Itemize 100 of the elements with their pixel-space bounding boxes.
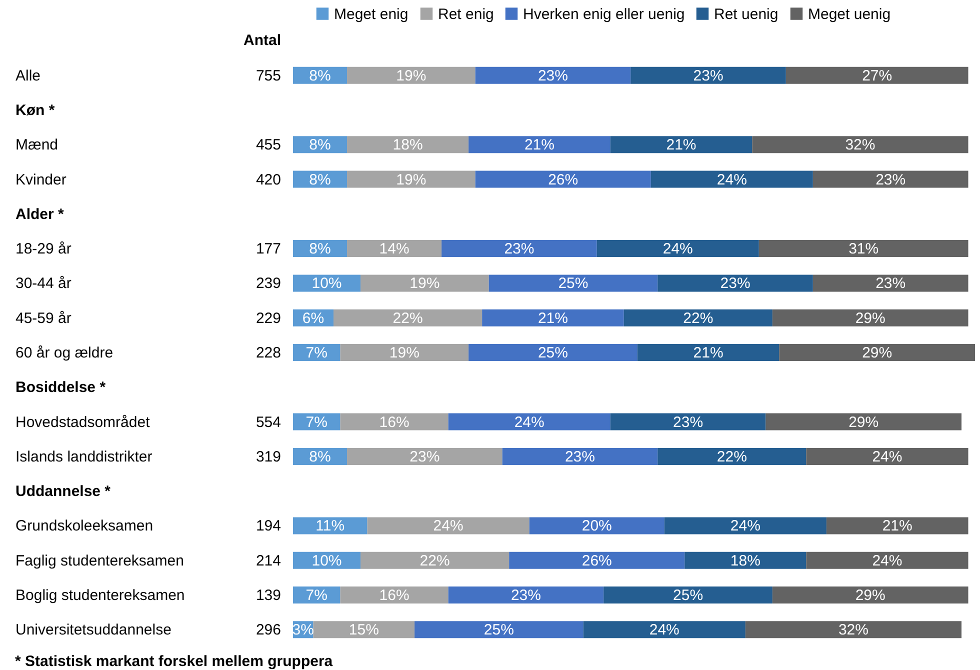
data-label: 23% [876,275,906,292]
data-label: 24% [514,414,544,431]
text: 420 [256,171,281,188]
bar [658,274,813,292]
data-label: 15% [348,622,379,639]
text: * Statistisk markant forskel mellem gruppera [15,653,334,670]
data-label: 8% [309,448,331,466]
y-tick-label: Faglig studentereksamen [16,552,184,570]
data-label: 29% [855,310,886,327]
data-label: 19% [396,171,426,188]
data-label: 31% [848,240,879,258]
data-label: 19% [396,67,426,84]
data-label: 3% [292,622,314,639]
data-label: 23% [504,240,534,258]
data-label: 22% [420,552,450,570]
legend-label: Ret uenig [714,6,778,23]
data-label: 21% [882,518,912,535]
data-label: 18% [392,136,423,154]
data-label: 21% [693,344,724,362]
bar [482,309,624,326]
data-label: 23% [510,587,541,604]
bar [624,309,772,326]
y-tick-label: Grundskoleeksamen [16,518,154,535]
data-label: 24% [872,552,902,570]
y-tick-label: Køn * [16,102,55,119]
text: 228 [256,344,281,362]
text: 214 [256,552,281,570]
bar [347,448,502,465]
data-label: 10% [312,275,342,292]
data-label: 14% [379,240,410,258]
data-label: 24% [433,518,464,535]
bar [812,170,968,188]
data-label: 20% [582,518,612,535]
bar [766,413,962,430]
bar [786,66,968,84]
bar [637,344,780,361]
y-tick-label: Mænd [16,136,58,154]
bar [779,344,975,361]
bar [468,136,610,154]
bar [658,448,806,465]
bar [347,136,469,154]
data-label: 16% [379,414,410,431]
data-label: 7% [306,344,328,362]
data-label: 24% [716,171,747,188]
y-tick-label: Alder * [16,206,64,223]
data-label: 32% [845,136,876,154]
bar [826,517,968,534]
bar [360,552,510,569]
data-label: 23% [410,448,440,466]
bar [448,586,604,604]
text: 554 [256,414,281,431]
y-tick-label: Uddannelse * [16,483,111,500]
y-tick-label: Universitetsuddannelse [16,622,172,639]
bar [448,413,610,430]
bar [340,413,448,430]
text: 239 [256,275,281,292]
data-label: 25% [484,622,514,639]
data-label: 23% [564,448,595,466]
bar [340,344,469,361]
data-label: 22% [716,448,747,466]
y-tick-label: 18-29 år [16,240,72,258]
bar [475,170,651,188]
bar [812,274,968,292]
bar [475,66,631,84]
legend-label: Meget enig [334,6,408,23]
bar [502,448,658,465]
data-label: 23% [693,67,724,84]
y-tick-label: 60 år og ældre [16,344,114,362]
bar [347,170,476,188]
legend-label: Ret enig [438,6,494,23]
data-label: 8% [309,67,331,84]
data-label: 16% [379,587,410,604]
bar [745,621,962,638]
bar [293,517,368,534]
data-label: 18% [730,552,760,570]
y-tick-label: 45-59 år [16,310,72,327]
bar [650,170,813,188]
data-label: 23% [538,67,568,84]
data-label: 32% [838,622,868,639]
y-tick-label: Bosiddelse * [16,379,106,396]
data-label: 24% [730,518,760,535]
bar [347,66,476,84]
bar [488,274,658,292]
bar [340,586,448,604]
bar [468,344,638,361]
legend-label: Meget uenig [808,6,891,23]
bar [509,552,685,569]
data-label: 21% [538,310,568,327]
data-label: 8% [309,171,331,188]
data-label: 7% [306,587,328,604]
bar [610,136,752,154]
bar [664,517,826,534]
bar [752,136,968,154]
bar [806,448,968,465]
bar [347,240,442,258]
data-label: 21% [666,136,696,154]
data-label: 26% [548,171,578,188]
data-label: 29% [848,414,879,431]
legend-label: Hverken enig eller uenig [523,6,685,23]
bar [596,240,759,258]
